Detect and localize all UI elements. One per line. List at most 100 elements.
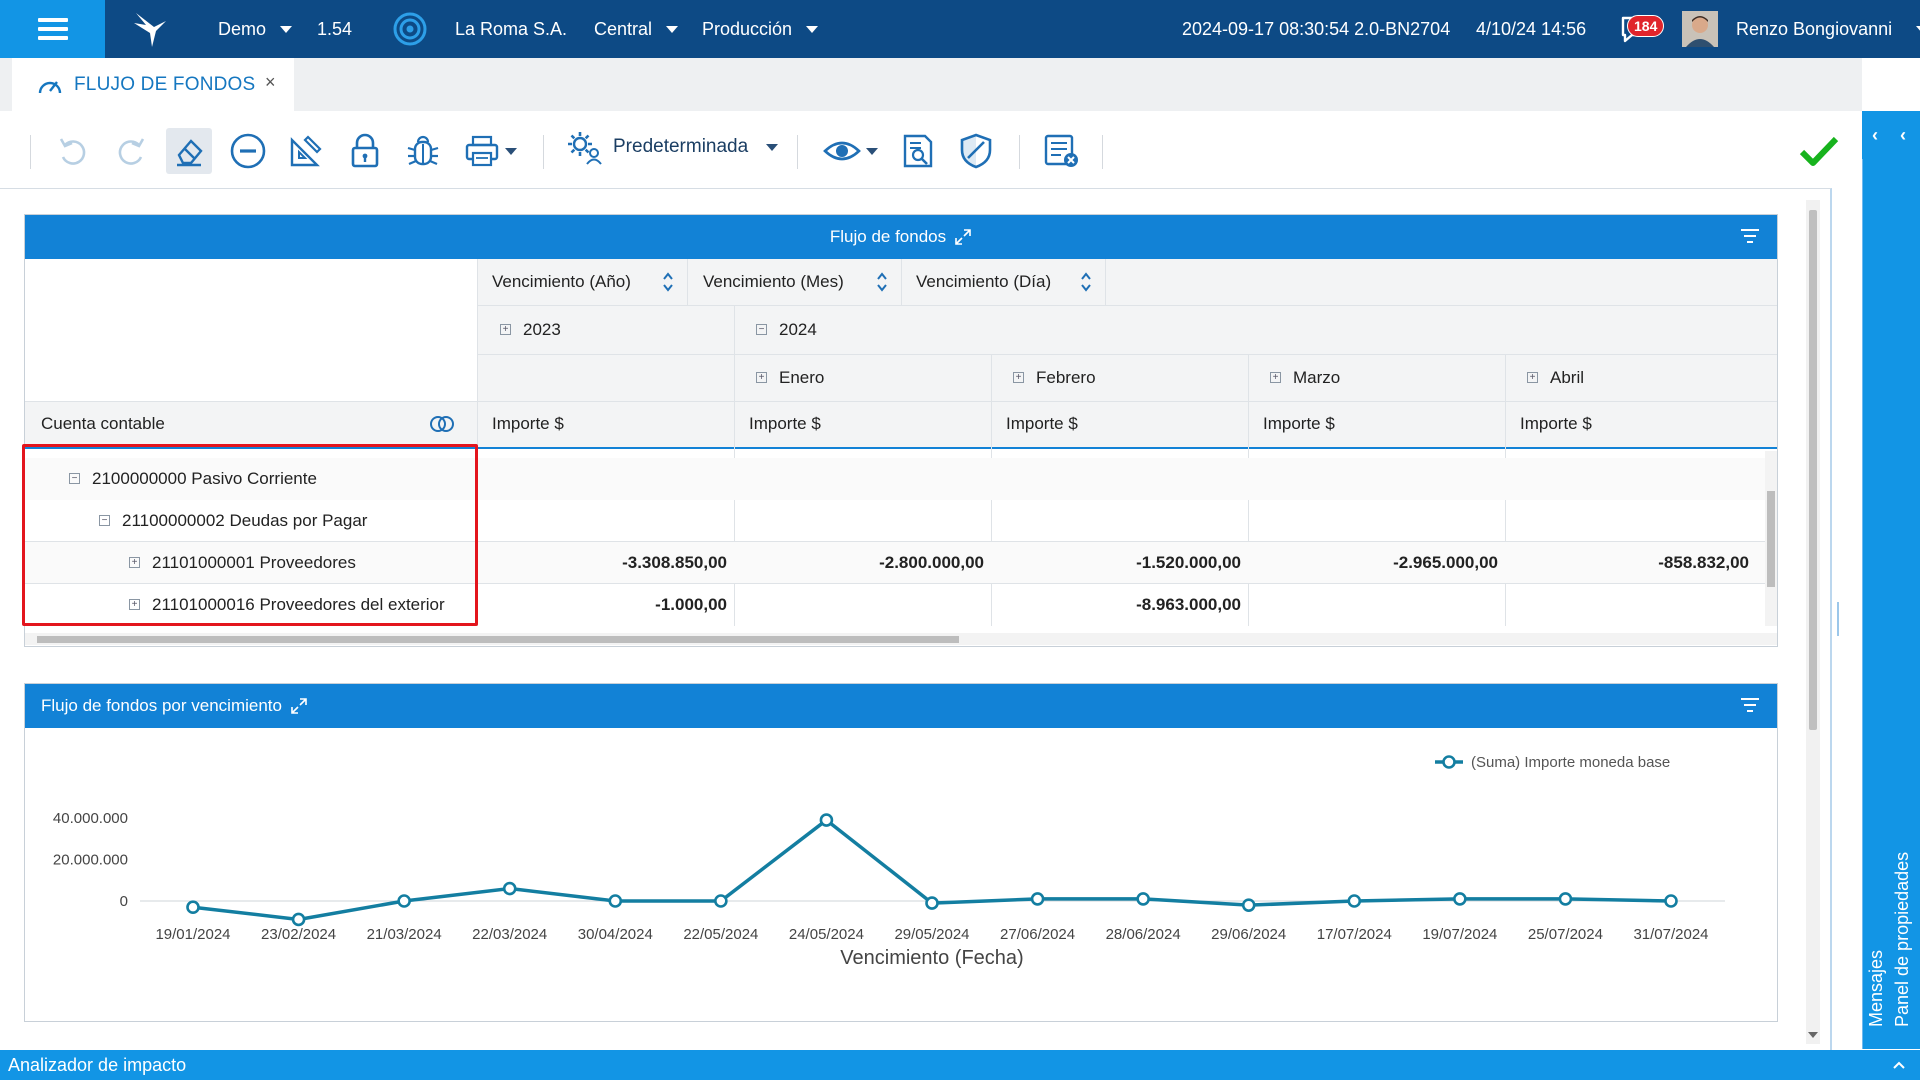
- user-menu[interactable]: Renzo Bongiovanni: [1736, 0, 1920, 58]
- resize-handle[interactable]: [1837, 602, 1839, 636]
- eraser-button[interactable]: [166, 128, 212, 174]
- scrollbar-thumb[interactable]: [1809, 210, 1817, 730]
- redo-button[interactable]: [108, 128, 154, 174]
- close-tab-icon[interactable]: ×: [265, 72, 276, 92]
- expand-icon[interactable]: [290, 697, 308, 715]
- row-field-header[interactable]: Cuenta contable: [41, 414, 165, 433]
- row-header-pasivo-corriente[interactable]: − 2100000000 Pasivo Corriente: [69, 458, 317, 499]
- branch-selector[interactable]: Central: [594, 0, 679, 58]
- chevron-left-icon[interactable]: ‹: [1872, 125, 1878, 145]
- account-label: 2100000000 Pasivo Corriente: [92, 468, 317, 488]
- table-cell[interactable]: -1.520.000,00: [1136, 552, 1241, 572]
- security-button[interactable]: [953, 128, 999, 174]
- debug-button[interactable]: [400, 128, 446, 174]
- collapse-icon[interactable]: −: [756, 324, 767, 335]
- chevron-up-icon[interactable]: [1892, 1060, 1906, 1070]
- grid-horizontal-scrollbar[interactable]: [25, 633, 1777, 645]
- eraser-icon: [177, 139, 203, 167]
- impact-analyzer-bar[interactable]: Analizador de impacto: [0, 1050, 1920, 1080]
- scrollbar-thumb[interactable]: [37, 636, 959, 643]
- measure-header[interactable]: Importe $: [1006, 414, 1078, 433]
- user-avatar[interactable]: [1682, 11, 1718, 47]
- sort-icon[interactable]: [1080, 271, 1092, 293]
- table-cell[interactable]: -1.000,00: [655, 594, 727, 614]
- month-header-febrero[interactable]: + Febrero: [1013, 354, 1096, 401]
- row-header-area: [25, 401, 477, 447]
- scrollbar-thumb[interactable]: [1767, 491, 1775, 587]
- confirm-button[interactable]: [1796, 128, 1842, 174]
- design-button[interactable]: [283, 128, 329, 174]
- chevron-down-icon: [806, 25, 819, 33]
- expand-icon[interactable]: +: [500, 324, 511, 335]
- sort-icon[interactable]: [662, 271, 674, 293]
- filter-icon[interactable]: [1741, 229, 1759, 243]
- measure-header[interactable]: Importe $: [749, 414, 821, 433]
- filter-icon[interactable]: [1741, 698, 1759, 712]
- expand-icon[interactable]: +: [1013, 372, 1024, 383]
- expand-icon[interactable]: +: [1270, 372, 1281, 383]
- messages-tab[interactable]: Mensajes: [1866, 949, 1886, 1027]
- preset-selector[interactable]: Predeterminada: [565, 124, 779, 170]
- remove-button[interactable]: [225, 128, 271, 174]
- user-photo-icon: [1682, 11, 1718, 47]
- preset-label: Predeterminada: [613, 136, 749, 157]
- lock-button[interactable]: [342, 128, 388, 174]
- row-header-deudas-por-pagar[interactable]: − 21100000002 Deudas por Pagar: [99, 500, 367, 541]
- grid-vertical-scrollbar[interactable]: [1765, 451, 1777, 626]
- company-label[interactable]: La Roma S.A.: [455, 18, 568, 39]
- eye-icon: [823, 141, 861, 161]
- view-button[interactable]: [818, 128, 882, 174]
- content-scrollbar[interactable]: [1806, 200, 1820, 1044]
- undo-button[interactable]: [50, 128, 96, 174]
- table-cell[interactable]: -3.308.850,00: [622, 552, 727, 572]
- mode-selector[interactable]: Producción: [702, 0, 819, 58]
- expand-icon[interactable]: +: [756, 372, 767, 383]
- collapse-icon[interactable]: −: [69, 473, 80, 484]
- tab-flujo-de-fondos[interactable]: FLUJO DE FONDOS ×: [12, 58, 294, 111]
- notification-count-badge[interactable]: 184: [1627, 15, 1665, 37]
- toggle-circles-icon[interactable]: [428, 415, 456, 433]
- preview-button[interactable]: [895, 128, 941, 174]
- expand-icon[interactable]: +: [1527, 372, 1538, 383]
- month-label: Marzo: [1293, 367, 1341, 387]
- y-tick-label: 0: [120, 893, 128, 910]
- properties-panel-tab[interactable]: Panel de propiedades: [1892, 851, 1912, 1027]
- measure-header[interactable]: Importe $: [492, 414, 564, 433]
- right-side-panel[interactable]: ‹ ‹ Panel de propiedades Mensajes: [1862, 111, 1920, 1049]
- field-header-day[interactable]: Vencimiento (Día): [916, 272, 1052, 291]
- expand-icon[interactable]: [954, 228, 972, 246]
- environment-selector[interactable]: Demo: [218, 0, 293, 58]
- x-tick-label: 19/01/2024: [155, 926, 230, 943]
- menu-button[interactable]: [0, 0, 105, 58]
- collapse-icon[interactable]: −: [99, 515, 110, 526]
- app-logo[interactable]: [130, 0, 174, 58]
- measure-header[interactable]: Importe $: [1520, 414, 1592, 433]
- table-cell[interactable]: -858.832,00: [1658, 552, 1749, 572]
- print-button[interactable]: [458, 128, 522, 174]
- expand-icon[interactable]: +: [129, 557, 140, 568]
- sort-icon[interactable]: [876, 271, 888, 293]
- table-cell[interactable]: -2.965.000,00: [1393, 552, 1498, 572]
- sync-icon[interactable]: [392, 0, 428, 58]
- table-cell[interactable]: -8.963.000,00: [1136, 594, 1241, 614]
- account-label: 21101000016 Proveedores del exterior: [152, 594, 445, 614]
- year-header-2024[interactable]: − 2024: [756, 305, 817, 354]
- table-row: [25, 458, 1765, 500]
- month-header-marzo[interactable]: + Marzo: [1270, 354, 1340, 401]
- month-header-abril[interactable]: + Abril: [1527, 354, 1584, 401]
- printer-icon: [465, 135, 499, 167]
- month-header-enero[interactable]: + Enero: [756, 354, 824, 401]
- chevron-left-icon[interactable]: ‹: [1900, 125, 1906, 145]
- expand-icon[interactable]: +: [129, 599, 140, 610]
- close-document-button[interactable]: [1038, 128, 1084, 174]
- toolbar-divider: [1102, 135, 1103, 169]
- content-area: [0, 188, 1832, 1050]
- field-header-month[interactable]: Vencimiento (Mes): [703, 272, 844, 291]
- table-cell[interactable]: -2.800.000,00: [879, 552, 984, 572]
- row-header-proveedores[interactable]: +21101000001 Proveedores: [129, 542, 356, 583]
- field-header-year[interactable]: Vencimiento (Año): [492, 272, 631, 291]
- scroll-down-icon[interactable]: [1808, 1032, 1818, 1038]
- measure-header[interactable]: Importe $: [1263, 414, 1335, 433]
- year-header-2023[interactable]: +2023: [500, 305, 561, 354]
- row-header-proveedores-exterior[interactable]: +21101000016 Proveedores del exterior: [129, 584, 445, 625]
